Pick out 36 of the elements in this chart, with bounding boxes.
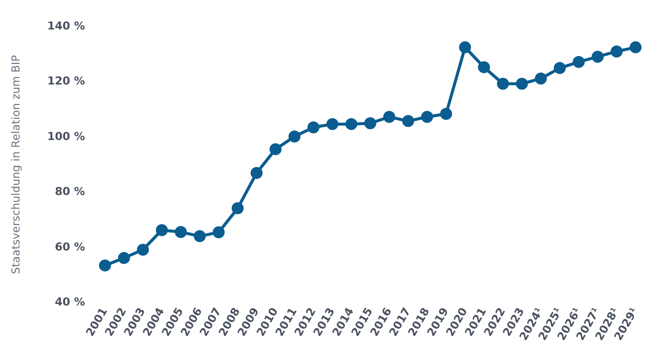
point xyxy=(232,202,244,214)
y-tick-label: 40 % xyxy=(54,296,86,309)
point xyxy=(459,41,472,54)
y-tick-label: 60 % xyxy=(54,240,86,254)
y-tick-label: 140 % xyxy=(47,19,86,32)
point xyxy=(440,108,452,120)
point xyxy=(478,61,490,74)
point xyxy=(345,118,358,130)
point xyxy=(288,130,300,142)
point xyxy=(421,110,434,123)
point xyxy=(364,117,376,130)
point xyxy=(250,166,263,179)
point xyxy=(554,62,566,74)
point xyxy=(194,230,206,242)
y-axis-title: Staatsverschuldung in Relation zum BIP xyxy=(9,54,22,274)
point xyxy=(307,121,320,134)
point xyxy=(516,78,528,90)
point xyxy=(572,56,585,68)
y-tick-label: 120 % xyxy=(47,74,86,88)
point xyxy=(534,72,547,85)
point xyxy=(156,224,168,236)
point xyxy=(136,244,149,256)
point xyxy=(99,259,112,272)
point xyxy=(118,252,130,264)
point xyxy=(212,226,225,238)
point xyxy=(592,50,604,63)
point xyxy=(270,143,282,156)
point xyxy=(174,226,187,238)
point xyxy=(326,118,338,130)
point xyxy=(630,41,642,54)
y-tick-label: 100 % xyxy=(47,130,86,143)
point xyxy=(610,45,623,58)
point xyxy=(383,110,396,123)
y-tick-label: 80 % xyxy=(54,185,86,198)
point xyxy=(402,115,414,128)
point xyxy=(496,78,509,90)
